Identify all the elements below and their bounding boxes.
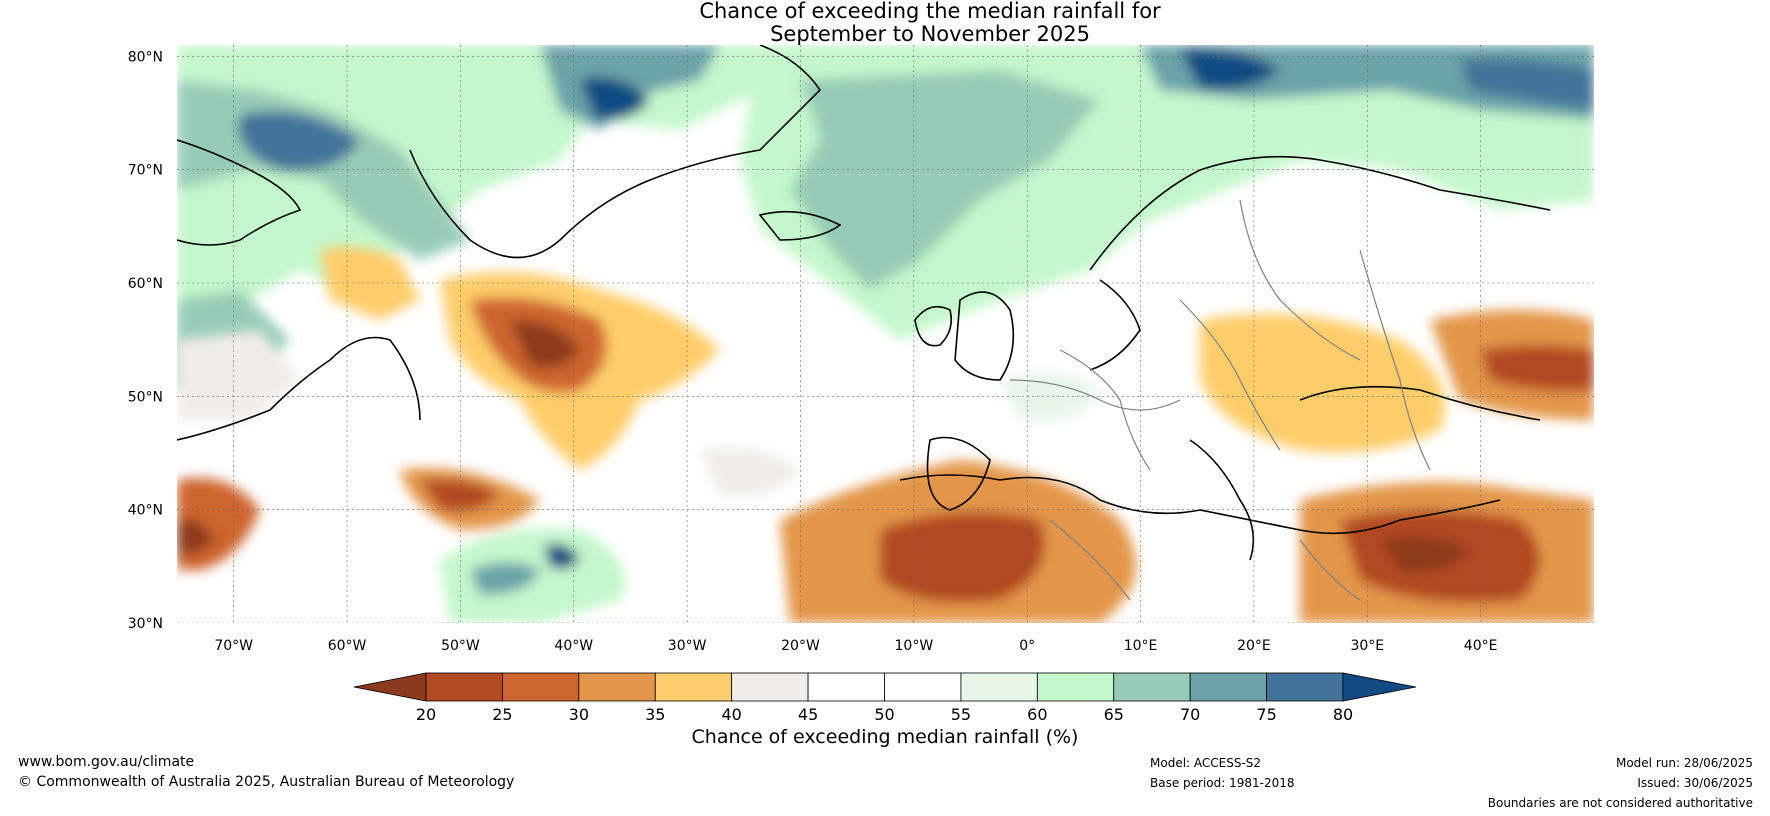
colorbar-tick-label: 65 xyxy=(1104,705,1124,724)
coastlines xyxy=(177,45,1551,561)
colorbar-tick-label: 80 xyxy=(1333,705,1353,724)
graticule xyxy=(177,45,1594,623)
lat-tick-label: 40°N xyxy=(128,503,163,519)
model-run-date: Model run: 28/06/2025 xyxy=(1615,756,1753,770)
wet-anomaly-regions xyxy=(177,45,1594,623)
colorbar-swatch xyxy=(884,672,962,702)
colorbar-swatch xyxy=(1113,672,1191,702)
national-borders xyxy=(1009,199,1431,601)
colorbar-swatch xyxy=(654,672,733,702)
lon-tick-label: 50°W xyxy=(441,638,480,654)
colorbar-tick-label: 20 xyxy=(416,705,436,724)
lon-tick-label: 40°E xyxy=(1464,638,1498,654)
lon-tick-label: 60°W xyxy=(328,638,367,654)
lon-tick-label: 40°W xyxy=(554,638,593,654)
lon-tick-label: 70°W xyxy=(214,638,253,654)
lon-tick-label: 30°E xyxy=(1350,638,1384,654)
colorbar-swatch xyxy=(1036,672,1115,702)
colorbar-tick-label: 50 xyxy=(874,705,894,724)
lat-tick-label: 50°N xyxy=(128,389,163,405)
lat-tick-label: 80°N xyxy=(128,49,163,65)
colorbar-swatch xyxy=(578,672,656,702)
dry-anomaly-regions xyxy=(177,246,1594,623)
colorbar-swatch xyxy=(502,672,580,702)
colorbar-tick-label: 45 xyxy=(798,705,818,724)
lon-tick-label: 10°W xyxy=(895,638,934,654)
lon-tick-label: 0° xyxy=(1019,638,1035,654)
website-link[interactable]: www.bom.gov.au/climate xyxy=(18,754,195,770)
lon-tick-label: 30°W xyxy=(668,638,707,654)
colorbar-swatch xyxy=(1266,672,1344,702)
colorbar-swatch xyxy=(960,672,1038,702)
colorbar-title: Chance of exceeding median rainfall (%) xyxy=(691,726,1079,748)
base-period: Base period: 1981-2018 xyxy=(1150,776,1295,790)
longitude-labels: 70°W 60°W 50°W 40°W 30°W 20°W 10°W 0° 10°E 20°E 30… xyxy=(214,638,1497,654)
colorbar-tick-label: 40 xyxy=(721,705,741,724)
latitude-labels: 80°N 70°N 60°N 50°N 40°N 30°N xyxy=(128,49,163,632)
colorbar-swatch xyxy=(731,672,809,702)
colorbar-tick-label: 35 xyxy=(645,705,665,724)
colorbar-tick-label: 55 xyxy=(951,705,971,724)
colorbar-swatch xyxy=(1189,672,1267,702)
lat-tick-label: 30°N xyxy=(128,616,163,632)
colorbar-under-arrow xyxy=(353,672,427,702)
model-name: Model: ACCESS-S2 xyxy=(1150,756,1262,770)
colorbar-swatch xyxy=(807,672,885,702)
boundaries-note: Boundaries are not considered authoritat… xyxy=(1487,796,1753,810)
lat-tick-label: 70°N xyxy=(128,163,163,179)
colorbar-over-arrow xyxy=(1342,672,1417,702)
lat-tick-label: 60°N xyxy=(128,276,163,292)
lon-tick-label: 20°E xyxy=(1237,638,1271,654)
colorbar-tick-label: 75 xyxy=(1256,705,1276,724)
issued-date: Issued: 30/06/2025 xyxy=(1637,776,1753,790)
copyright-text: © Commonwealth of Australia 2025, Austra… xyxy=(18,774,515,790)
title-line-1: Chance of exceeding the median rainfall … xyxy=(699,0,1161,23)
lon-tick-label: 20°W xyxy=(781,638,820,654)
colorbar-tick-label: 60 xyxy=(1027,705,1047,724)
map-title: Chance of exceeding the median rainfall … xyxy=(0,0,1770,46)
colorbar-tick-label: 25 xyxy=(492,705,512,724)
colorbar-tick-label: 70 xyxy=(1180,705,1200,724)
colorbar-tick-label: 30 xyxy=(569,705,589,724)
colorbar-swatch xyxy=(425,672,503,702)
title-line-2: September to November 2025 xyxy=(770,22,1090,46)
lon-tick-label: 10°E xyxy=(1124,638,1158,654)
